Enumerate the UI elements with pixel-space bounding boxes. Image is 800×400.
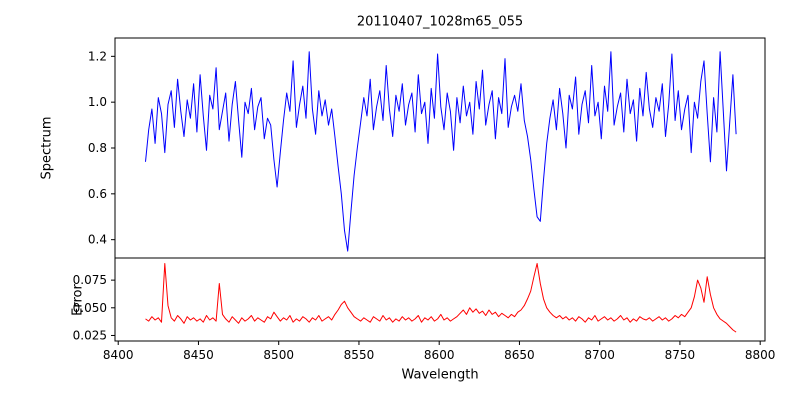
svg-text:8750: 8750 xyxy=(665,348,696,362)
svg-text:1.2: 1.2 xyxy=(88,49,107,63)
chart-title: 20110407_1028m65_055 xyxy=(356,14,524,30)
svg-text:8400: 8400 xyxy=(103,348,134,362)
svg-text:8650: 8650 xyxy=(504,348,535,362)
svg-text:8450: 8450 xyxy=(183,348,214,362)
x-axis-label: Wavelength xyxy=(401,367,479,383)
svg-text:8800: 8800 xyxy=(745,348,776,362)
svg-text:0.025: 0.025 xyxy=(73,328,107,342)
svg-text:8550: 8550 xyxy=(344,348,375,362)
svg-text:0.8: 0.8 xyxy=(88,141,107,155)
svg-text:8600: 8600 xyxy=(424,348,455,362)
svg-text:8500: 8500 xyxy=(263,348,294,362)
svg-text:1.0: 1.0 xyxy=(88,95,107,109)
svg-text:8700: 8700 xyxy=(584,348,615,362)
svg-text:0.6: 0.6 xyxy=(88,187,107,201)
svg-text:0.050: 0.050 xyxy=(73,301,107,315)
svg-text:0.075: 0.075 xyxy=(73,273,107,287)
svg-text:0.4: 0.4 xyxy=(88,233,107,247)
